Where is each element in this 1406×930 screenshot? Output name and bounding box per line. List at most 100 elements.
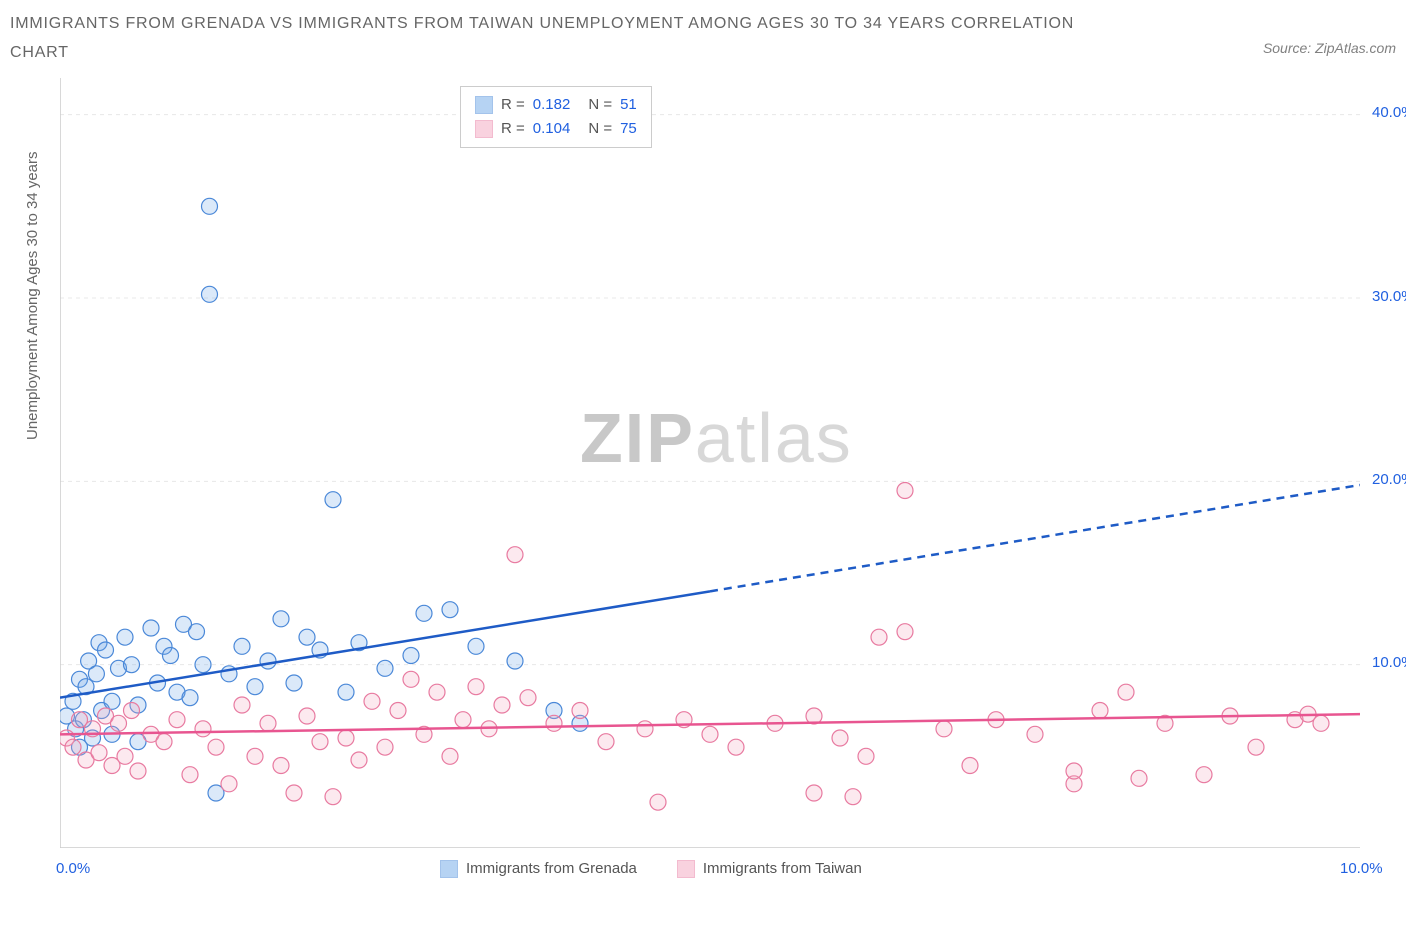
legend-swatch bbox=[440, 860, 458, 878]
data-point bbox=[189, 623, 205, 639]
y-axis-label: Unemployment Among Ages 30 to 34 years bbox=[24, 151, 41, 440]
data-point bbox=[182, 766, 198, 782]
data-point bbox=[195, 656, 211, 672]
legend-r-label: R = bbox=[501, 117, 525, 141]
data-point bbox=[442, 601, 458, 617]
data-point bbox=[247, 678, 263, 694]
legend-n-value: 51 bbox=[620, 93, 637, 117]
data-point bbox=[442, 748, 458, 764]
data-point bbox=[468, 638, 484, 654]
correlation-legend: R = 0.182 N = 51 R = 0.104 N = 75 bbox=[460, 86, 652, 148]
data-point bbox=[572, 702, 588, 718]
data-point bbox=[845, 788, 861, 804]
data-point bbox=[260, 715, 276, 731]
series-legend-item: Immigrants from Taiwan bbox=[677, 860, 862, 878]
legend-swatch bbox=[677, 860, 695, 878]
series-name: Immigrants from Taiwan bbox=[703, 860, 862, 877]
data-point bbox=[273, 757, 289, 773]
data-point bbox=[169, 711, 185, 727]
data-point bbox=[871, 629, 887, 645]
data-point bbox=[507, 653, 523, 669]
data-point bbox=[325, 491, 341, 507]
x-tick-label: 10.0% bbox=[1340, 860, 1383, 877]
data-point bbox=[858, 748, 874, 764]
data-point bbox=[507, 546, 523, 562]
series-name: Immigrants from Grenada bbox=[466, 860, 637, 877]
data-point bbox=[208, 739, 224, 755]
data-point bbox=[156, 733, 172, 749]
data-point bbox=[546, 715, 562, 731]
data-point bbox=[286, 675, 302, 691]
data-point bbox=[1118, 684, 1134, 700]
y-tick-label: 40.0% bbox=[1372, 104, 1406, 121]
data-point bbox=[234, 697, 250, 713]
data-point bbox=[455, 711, 471, 727]
data-point bbox=[377, 660, 393, 676]
data-point bbox=[832, 730, 848, 746]
data-point bbox=[429, 684, 445, 700]
series-legend: Immigrants from Grenada Immigrants from T… bbox=[440, 860, 862, 878]
data-point bbox=[325, 788, 341, 804]
data-point bbox=[338, 730, 354, 746]
data-point bbox=[403, 671, 419, 687]
data-point bbox=[299, 708, 315, 724]
data-point bbox=[520, 689, 536, 705]
data-point bbox=[124, 702, 140, 718]
data-point bbox=[390, 702, 406, 718]
trend-line-dashed bbox=[710, 485, 1360, 591]
data-point bbox=[351, 752, 367, 768]
data-point bbox=[962, 757, 978, 773]
data-point bbox=[91, 744, 107, 760]
data-point bbox=[1313, 715, 1329, 731]
data-point bbox=[416, 605, 432, 621]
data-point bbox=[124, 656, 140, 672]
source-label: Source: ZipAtlas.com bbox=[1263, 40, 1396, 56]
data-point bbox=[312, 733, 328, 749]
series-legend-item: Immigrants from Grenada bbox=[440, 860, 637, 878]
data-point bbox=[104, 693, 120, 709]
data-point bbox=[117, 748, 133, 764]
chart-container: IMMIGRANTS FROM GRENADA VS IMMIGRANTS FR… bbox=[10, 10, 1396, 920]
data-point bbox=[130, 763, 146, 779]
data-point bbox=[299, 629, 315, 645]
data-point bbox=[234, 638, 250, 654]
legend-row: R = 0.182 N = 51 bbox=[475, 93, 637, 117]
legend-n-value: 75 bbox=[620, 117, 637, 141]
data-point bbox=[1248, 739, 1264, 755]
data-point bbox=[364, 693, 380, 709]
y-tick-label: 30.0% bbox=[1372, 288, 1406, 305]
data-point bbox=[1131, 770, 1147, 786]
legend-swatch bbox=[475, 96, 493, 114]
data-point bbox=[202, 198, 218, 214]
x-tick-label: 0.0% bbox=[56, 860, 90, 877]
data-point bbox=[195, 720, 211, 736]
data-point bbox=[1027, 726, 1043, 742]
y-tick-label: 20.0% bbox=[1372, 471, 1406, 488]
data-point bbox=[1092, 702, 1108, 718]
legend-r-label: R = bbox=[501, 93, 525, 117]
data-point bbox=[182, 689, 198, 705]
data-point bbox=[111, 715, 127, 731]
data-point bbox=[728, 739, 744, 755]
data-point bbox=[494, 697, 510, 713]
data-point bbox=[468, 678, 484, 694]
data-point bbox=[377, 739, 393, 755]
data-point bbox=[1066, 763, 1082, 779]
data-point bbox=[936, 720, 952, 736]
legend-r-value: 0.104 bbox=[533, 117, 571, 141]
data-point bbox=[806, 785, 822, 801]
plot-area: ZIPatlas R =0.182N =51R =0.104N =75 Immi… bbox=[60, 78, 1396, 853]
data-point bbox=[897, 482, 913, 498]
data-point bbox=[1196, 766, 1212, 782]
legend-r-value: 0.182 bbox=[533, 93, 571, 117]
legend-swatch bbox=[475, 120, 493, 138]
data-point bbox=[286, 785, 302, 801]
data-point bbox=[702, 726, 718, 742]
data-point bbox=[247, 748, 263, 764]
data-point bbox=[98, 642, 114, 658]
data-point bbox=[143, 620, 159, 636]
data-point bbox=[897, 623, 913, 639]
legend-n-label: N = bbox=[588, 117, 612, 141]
legend-n-label: N = bbox=[588, 93, 612, 117]
data-point bbox=[273, 610, 289, 626]
